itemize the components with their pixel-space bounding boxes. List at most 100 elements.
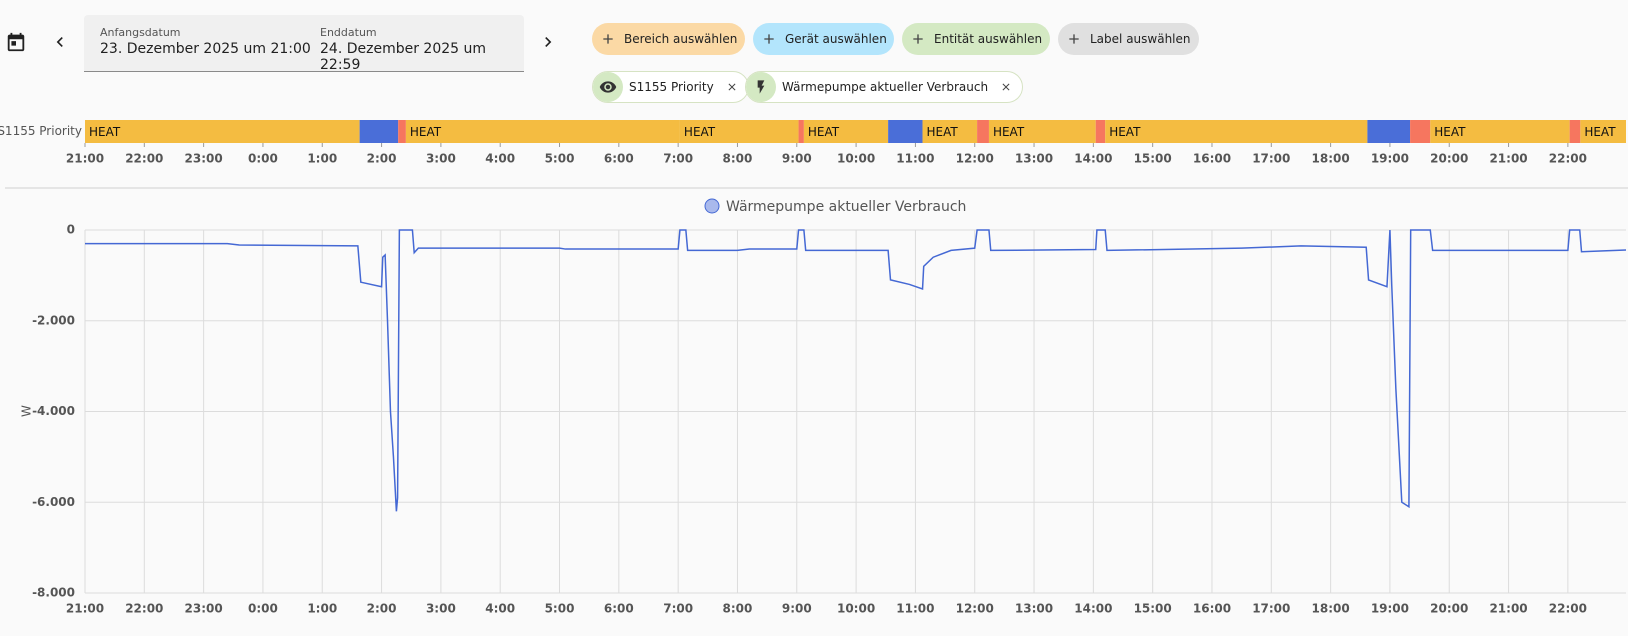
x-tick-label: 13:00 — [1015, 152, 1053, 166]
state-label: HEAT — [1109, 125, 1141, 139]
x-tick-label: 10:00 — [837, 152, 875, 166]
x-tick-label: 21:00 — [66, 152, 104, 166]
x-tick-label: 3:00 — [426, 602, 456, 616]
x-tick-label: 23:00 — [185, 602, 223, 616]
x-tick-label: 20:00 — [1430, 152, 1468, 166]
x-tick-label: 9:00 — [782, 152, 812, 166]
state-segment — [1095, 120, 1106, 143]
y-axis-label: W — [20, 405, 34, 417]
x-tick-label: 6:00 — [604, 152, 634, 166]
end-label: Enddatum — [320, 26, 377, 39]
x-tick-label: 1:00 — [307, 602, 337, 616]
entity-button[interactable]: Entität auswählen — [902, 23, 1050, 55]
x-tick-label: 3:00 — [426, 152, 456, 166]
x-tick-label: 14:00 — [1074, 602, 1112, 616]
x-tick-label: 19:00 — [1371, 602, 1409, 616]
calendar-icon[interactable] — [5, 30, 27, 54]
x-tick-label: 12:00 — [956, 152, 994, 166]
x-tick-label: 12:00 — [956, 602, 994, 616]
label-button[interactable]: Label auswählen — [1058, 23, 1199, 55]
x-tick-label: 17:00 — [1252, 152, 1290, 166]
x-tick-label: 0:00 — [248, 602, 278, 616]
x-tick-label: 21:00 — [1489, 602, 1527, 616]
y-tick-label: -6.000 — [32, 495, 75, 509]
remove-icon[interactable] — [1000, 81, 1012, 93]
state-label: HEAT — [1584, 125, 1616, 139]
x-tick-label: 2:00 — [367, 602, 397, 616]
x-tick-label: 22:00 — [1549, 152, 1587, 166]
state-segment — [85, 120, 360, 143]
x-tick-label: 15:00 — [1134, 152, 1172, 166]
state-segment — [679, 120, 799, 143]
y-tick-label: -2.000 — [32, 313, 75, 327]
x-tick-label: 18:00 — [1312, 152, 1350, 166]
x-tick-label: 10:00 — [837, 602, 875, 616]
x-tick-label: 5:00 — [545, 152, 575, 166]
x-tick-label: 11:00 — [896, 602, 934, 616]
x-tick-label: 13:00 — [1015, 602, 1053, 616]
chip-label: S1155 Priority — [629, 80, 714, 94]
state-segment — [988, 120, 1096, 143]
y-tick-label: -4.000 — [32, 404, 75, 418]
x-tick-label: 9:00 — [782, 602, 812, 616]
state-label: HEAT — [808, 125, 840, 139]
button-label: Gerät auswählen — [785, 32, 887, 46]
x-tick-label: 21:00 — [1489, 152, 1527, 166]
state-segment — [1367, 120, 1411, 143]
x-tick-label: 14:00 — [1074, 152, 1112, 166]
state-segment — [977, 120, 989, 143]
state-segment — [798, 120, 804, 143]
state-label: HEAT — [1434, 125, 1466, 139]
x-tick-label: 21:00 — [66, 602, 104, 616]
x-tick-label: 8:00 — [723, 602, 753, 616]
x-tick-label: 11:00 — [896, 152, 934, 166]
area-button[interactable]: Bereich auswählen — [592, 23, 745, 55]
x-tick-label: 7:00 — [663, 152, 693, 166]
x-tick-label: 6:00 — [604, 602, 634, 616]
end-value: 24. Dezember 2025 um 22:59 — [320, 41, 487, 73]
x-tick-label: 7:00 — [663, 602, 693, 616]
date-range-field[interactable]: Anfangsdatum 23. Dezember 2025 um 21:00 … — [84, 15, 524, 73]
button-label: Entität auswählen — [934, 32, 1043, 46]
state-segment — [888, 120, 923, 143]
x-tick-label: 18:00 — [1312, 602, 1350, 616]
state-segment — [803, 120, 889, 143]
remove-icon[interactable] — [726, 81, 738, 93]
row-label: S1155 Priority — [0, 124, 82, 138]
state-label: HEAT — [993, 125, 1025, 139]
x-tick-label: 8:00 — [723, 152, 753, 166]
x-tick-label: 16:00 — [1193, 602, 1231, 616]
state-segment — [1580, 120, 1626, 143]
state-label: HEAT — [684, 125, 716, 139]
state-segment — [922, 120, 978, 143]
x-tick-label: 2:00 — [367, 152, 397, 166]
x-tick-label: 4:00 — [485, 152, 515, 166]
series-line — [85, 229, 1627, 512]
state-label: HEAT — [89, 125, 121, 139]
x-tick-label: 22:00 — [1549, 602, 1587, 616]
state-label: HEAT — [410, 125, 442, 139]
x-tick-label: 15:00 — [1134, 602, 1172, 616]
x-tick-label: 19:00 — [1371, 152, 1409, 166]
button-label: Label auswählen — [1090, 32, 1191, 46]
x-tick-label: 1:00 — [307, 152, 337, 166]
button-label: Bereich auswählen — [624, 32, 738, 46]
state-segment — [1410, 120, 1431, 143]
selected-chip[interactable]: Wärmepumpe aktueller Verbrauch — [745, 71, 1024, 103]
state-segment — [398, 120, 406, 143]
x-tick-label: 20:00 — [1430, 602, 1468, 616]
chip-label: Wärmepumpe aktueller Verbrauch — [782, 80, 989, 94]
x-tick-label: 5:00 — [545, 602, 575, 616]
prev-button[interactable] — [50, 32, 70, 52]
y-tick-label: -8.000 — [32, 586, 75, 600]
state-segment — [1105, 120, 1368, 143]
selected-chip[interactable]: S1155 Priority — [592, 71, 749, 103]
next-button[interactable] — [538, 32, 558, 52]
x-tick-label: 16:00 — [1193, 152, 1231, 166]
state-segment — [359, 120, 399, 143]
x-tick-label: 22:00 — [125, 602, 163, 616]
y-tick-label: 0 — [67, 223, 75, 237]
device-button[interactable]: Gerät auswählen — [753, 23, 894, 55]
x-tick-label: 4:00 — [485, 602, 515, 616]
